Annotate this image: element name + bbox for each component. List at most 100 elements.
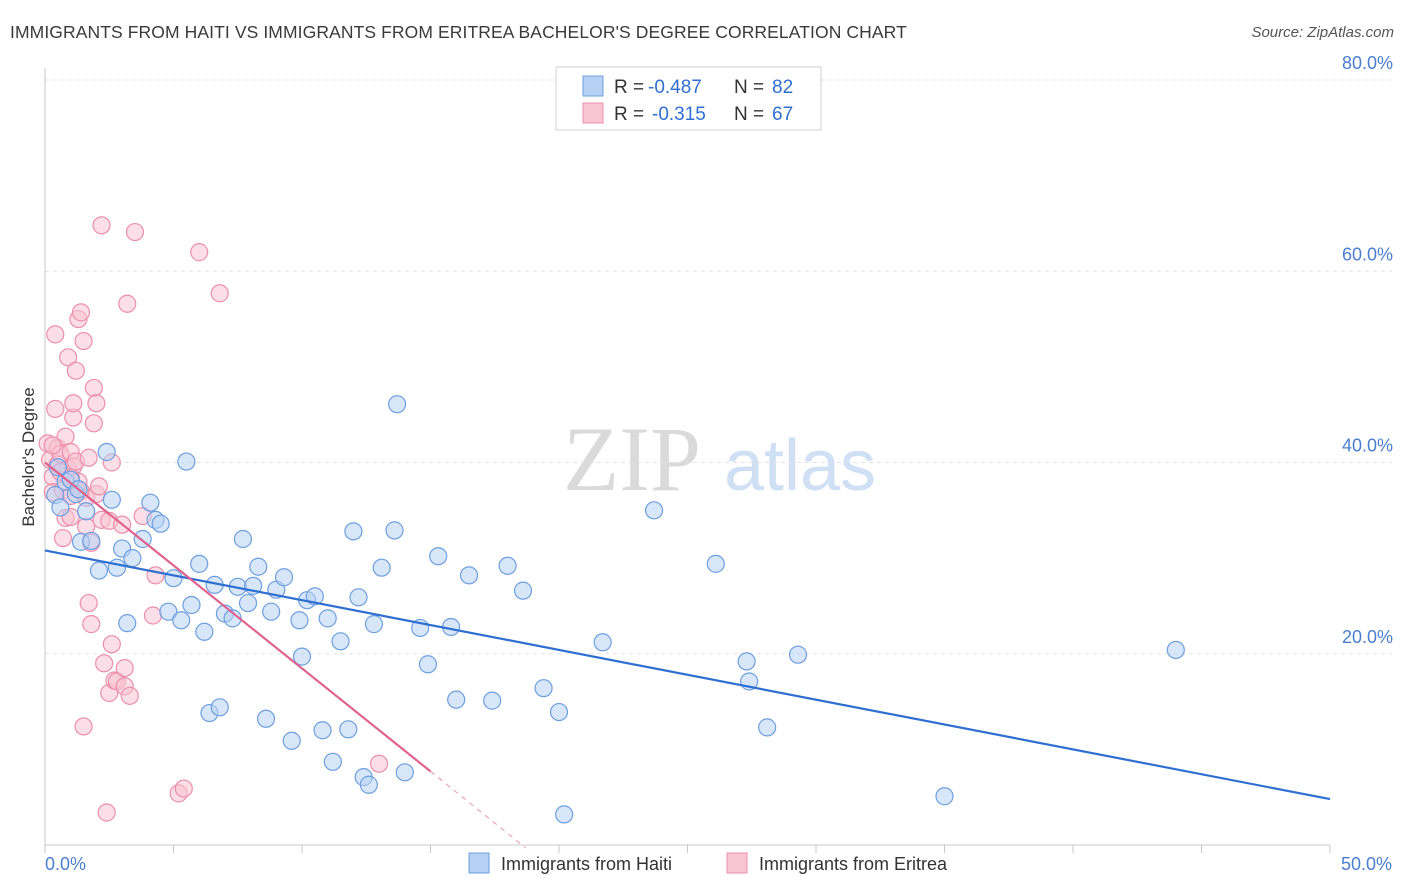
haiti-r-label: R =: [614, 77, 644, 98]
haiti-point: [534, 679, 553, 698]
chart-title: IMMIGRANTS FROM HAITI VS IMMIGRANTS FROM…: [10, 22, 907, 42]
haiti-point: [459, 566, 479, 585]
haiti-point: [323, 752, 342, 771]
eritrea-point: [43, 436, 62, 455]
haiti-point: [344, 522, 363, 541]
haiti-point: [77, 502, 96, 521]
eritrea-point: [174, 779, 193, 798]
haiti-point: [292, 647, 312, 666]
eritrea-point: [118, 294, 137, 313]
eritrea-point: [71, 303, 91, 322]
eritrea-point: [79, 448, 98, 467]
gridlines: [45, 79, 1392, 655]
eritrea-point: [74, 331, 93, 351]
eritrea-trend-extension: [430, 770, 526, 849]
haiti-point: [555, 805, 574, 824]
source-note: Source: ZipAtlas.com: [1251, 24, 1394, 41]
trend-lines: [44, 461, 1331, 849]
haiti-point: [238, 593, 258, 613]
haiti-point: [331, 632, 350, 651]
eritrea-point: [79, 593, 98, 613]
y-tick-label: 60.0%: [1342, 244, 1393, 264]
haiti-point: [313, 721, 332, 740]
haiti-point: [318, 609, 337, 628]
eritrea-point: [64, 394, 83, 413]
haiti-point: [429, 547, 448, 566]
haiti-point: [249, 557, 268, 576]
eritrea-point: [74, 717, 93, 736]
haiti-point: [177, 452, 196, 471]
y-tick-label: 20.0%: [1342, 627, 1393, 647]
eritrea-r-value: -0.315: [652, 104, 706, 125]
haiti-point: [262, 602, 281, 621]
haiti-point: [364, 615, 384, 634]
legend-eritrea-label: Immigrants from Eritrea: [759, 854, 948, 874]
eritrea-point: [53, 528, 73, 548]
haiti-point: [274, 568, 294, 587]
eritrea-point: [102, 635, 121, 654]
eritrea-point: [210, 284, 229, 303]
haiti-point: [151, 514, 170, 533]
haiti-point: [51, 498, 70, 517]
haiti-point: [141, 493, 160, 512]
eritrea-swatch: [582, 102, 604, 124]
haiti-point: [256, 709, 276, 728]
watermark-atlas: atlas: [724, 426, 876, 506]
eritrea-point: [84, 414, 103, 433]
haiti-point: [102, 490, 121, 509]
haiti-point: [349, 588, 368, 607]
eritrea-point: [87, 394, 106, 413]
haiti-n-value: 82: [772, 77, 793, 98]
haiti-point: [359, 775, 378, 794]
haiti-point: [706, 554, 725, 573]
haiti-point: [282, 731, 301, 750]
eritrea-point: [66, 361, 85, 380]
haiti-point: [89, 561, 109, 580]
eritrea-point: [46, 399, 65, 419]
haiti-point: [483, 691, 502, 710]
legend-eritrea-swatch: [726, 852, 748, 874]
eritrea-point: [125, 222, 145, 242]
legend-haiti-swatch: [468, 852, 490, 874]
haiti-point: [190, 554, 209, 573]
eritrea-point: [97, 803, 116, 822]
haiti-point: [118, 614, 137, 633]
haiti-point: [123, 549, 142, 568]
eritrea-points: [38, 216, 389, 822]
haiti-point: [644, 501, 664, 520]
haiti-point: [182, 595, 201, 615]
eritrea-n-label: N =: [734, 104, 764, 125]
eritrea-point: [89, 477, 109, 496]
haiti-point: [210, 698, 229, 717]
haiti-point: [159, 602, 178, 621]
x-tick-label-min: 0.0%: [45, 854, 86, 874]
haiti-point: [788, 645, 808, 664]
haiti-r-value: -0.487: [648, 77, 702, 98]
series-legend: Immigrants from Haiti Immigrants from Er…: [468, 852, 948, 874]
eritrea-point: [115, 658, 134, 678]
haiti-point: [97, 442, 116, 462]
eritrea-point: [190, 243, 209, 262]
eritrea-point: [143, 606, 163, 625]
haiti-point: [549, 702, 569, 722]
x-tick-label-max: 50.0%: [1341, 854, 1392, 874]
stats-legend: R = -0.487 N = 82 R = -0.315 N = 67: [555, 66, 822, 131]
haiti-point: [195, 622, 214, 641]
eritrea-n-value: 67: [772, 104, 793, 125]
eritrea-point: [92, 216, 111, 235]
haiti-point: [395, 763, 414, 782]
haiti-point: [418, 655, 438, 674]
y-tick-labels: 20.0% 40.0% 60.0% 80.0%: [1342, 53, 1393, 647]
haiti-point: [935, 787, 954, 806]
haiti-n-label: N =: [734, 77, 764, 98]
haiti-point: [339, 720, 358, 739]
eritrea-point: [146, 566, 165, 585]
haiti-point: [233, 529, 252, 549]
haiti-point: [82, 531, 101, 551]
haiti-point: [447, 690, 466, 709]
haiti-point: [372, 558, 391, 577]
haiti-point: [758, 718, 777, 737]
y-axis-label: Bachelor's Degree: [19, 387, 38, 526]
haiti-point: [164, 569, 183, 588]
